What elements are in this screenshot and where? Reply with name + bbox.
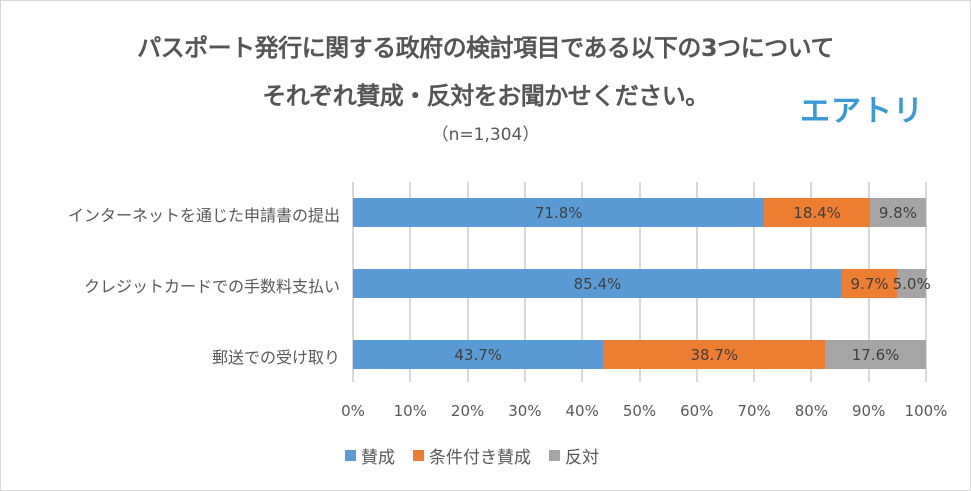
legend: 賛成 条件付き賛成 反対 (345, 443, 617, 468)
x-tick-label: 80% (794, 402, 829, 420)
chart-title-line2: それぞれ賛成・反対をお聞かせください。 (262, 82, 709, 110)
bar-segment: 17.6% (825, 340, 926, 369)
legend-item: 条件付き賛成 (413, 443, 531, 468)
bar-segment: 43.7% (353, 340, 604, 369)
x-tick-label: 30% (508, 402, 542, 420)
legend-item: 賛成 (345, 443, 395, 468)
chart-title-line1: パスポート発行に関する政府の検討項目である以下の3つについて (137, 34, 834, 62)
bar-segment: 18.4% (764, 198, 870, 227)
legend-swatch-icon (549, 450, 560, 461)
x-tick-label: 100% (904, 402, 948, 420)
bar-segment: 9.8% (869, 198, 926, 227)
gridline (925, 182, 927, 382)
category-label: クレジットカードでの手数料支払い (83, 277, 340, 296)
legend-swatch-icon (345, 450, 356, 461)
sample-size: （n=1,304） (431, 125, 540, 145)
bar-segment: 71.8% (353, 198, 765, 227)
x-tick-label: 70% (737, 402, 771, 420)
airtrip-logo: エアトリ (800, 94, 924, 129)
x-tick-label: 10% (393, 402, 427, 420)
bar-segment: 9.7% (841, 269, 898, 298)
category-label: インターネットを通じた申請書の提出 (67, 206, 340, 225)
x-tick-label: 90% (852, 402, 886, 420)
stacked-bar: 43.7% 38.7% 17.6% (353, 340, 926, 369)
legend-label: 賛成 (361, 448, 395, 468)
x-tick-label: 50% (622, 402, 657, 420)
bar-segment: 38.7% (603, 340, 826, 369)
bar-segment: 85.4% (353, 269, 842, 298)
x-tick-label: 60% (680, 402, 714, 420)
legend-swatch-icon (413, 450, 424, 461)
stacked-bar: 85.4% 9.7% 5.0% (353, 269, 931, 298)
x-tick-label: 20% (450, 402, 485, 420)
x-tick-label: 0% (341, 402, 365, 420)
legend-label: 反対 (565, 448, 599, 468)
legend-label: 条件付き賛成 (429, 448, 531, 468)
category-label: 郵送での受け取り (211, 348, 340, 367)
bar-segment: 5.0% (893, 269, 931, 298)
stacked-bar: 71.8% 18.4% 9.8% (353, 198, 926, 227)
legend-item: 反対 (549, 443, 599, 468)
plot-area: 71.8% 18.4% 9.8% 85.4% 9.7% 5.0% 43.7% 38.7% 17.… (352, 182, 931, 382)
x-tick-label: 40% (565, 402, 599, 420)
